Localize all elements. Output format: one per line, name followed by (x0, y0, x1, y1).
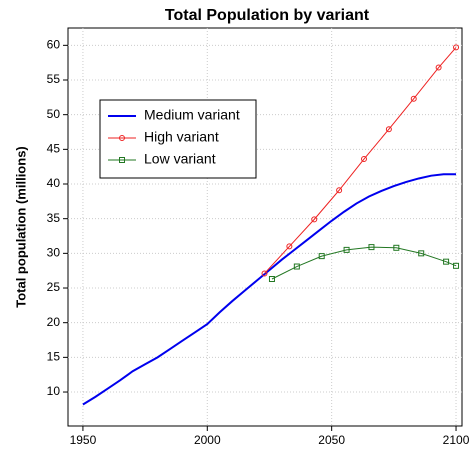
marker (453, 44, 460, 51)
chart-title: Total Population by variant (165, 7, 370, 24)
y-tick-label: 25 (47, 280, 61, 294)
legend (99, 99, 257, 179)
marker (435, 64, 442, 71)
legend-marker (119, 157, 125, 163)
marker (360, 156, 367, 163)
x-tick-label: 2000 (194, 433, 221, 447)
x-tick-label: 2100 (443, 433, 470, 447)
legend-marker (119, 135, 125, 141)
y-tick-label: 20 (47, 315, 61, 329)
plot-area (67, 27, 463, 427)
marker (443, 258, 450, 265)
marker (311, 216, 318, 223)
y-tick-label: 10 (47, 384, 61, 398)
marker (368, 244, 375, 251)
marker (410, 95, 417, 102)
line (271, 246, 457, 280)
marker (393, 244, 400, 251)
legend-label: High variant (144, 129, 219, 145)
line (264, 47, 457, 274)
marker (318, 253, 325, 260)
marker (385, 126, 392, 133)
marker (293, 263, 300, 270)
y-tick-label: 50 (47, 107, 61, 121)
x-tick-label: 1950 (70, 433, 97, 447)
y-tick-label: 35 (47, 211, 61, 225)
marker (261, 270, 268, 277)
marker (268, 276, 275, 283)
x-tick-label: 2050 (318, 433, 345, 447)
marker (343, 246, 350, 253)
y-tick-label: 55 (47, 72, 61, 86)
marker (336, 187, 343, 194)
marker (418, 250, 425, 257)
y-tick-label: 15 (47, 350, 61, 364)
marker (286, 243, 293, 250)
y-tick-label: 60 (47, 38, 61, 52)
legend-label: Medium variant (144, 107, 240, 123)
y-tick-label: 30 (47, 246, 61, 260)
marker (453, 262, 460, 269)
y-tick-label: 45 (47, 142, 61, 156)
y-tick-label: 40 (47, 176, 61, 190)
line (82, 173, 457, 406)
legend-label: Low variant (144, 151, 216, 167)
y-axis-label: Total population (millions) (13, 146, 28, 308)
